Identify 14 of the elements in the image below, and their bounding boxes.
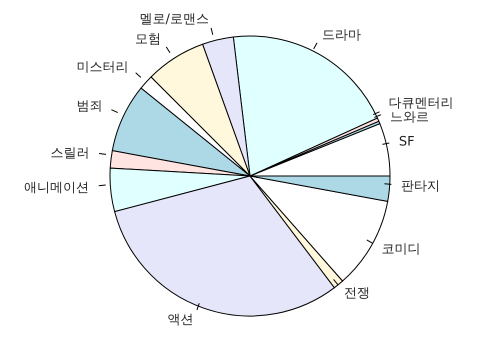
slice-label: 액션 bbox=[168, 312, 194, 328]
slice-label: 다큐멘터리 bbox=[388, 96, 454, 111]
slice-label: 전쟁 bbox=[344, 286, 370, 301]
legend-label: 느와르 bbox=[390, 110, 429, 125]
slice-label: 멜로/로맨스 bbox=[139, 12, 209, 27]
slice-label: SF bbox=[398, 134, 415, 150]
slice-label: 모험 bbox=[134, 32, 161, 48]
slice-label: 스릴러 bbox=[50, 146, 90, 161]
slice-label: 코미디 bbox=[381, 242, 420, 257]
slice-label: 범죄 bbox=[76, 99, 102, 114]
slice-label: 미스터리 bbox=[76, 60, 128, 75]
slice-label: 드라마 bbox=[322, 28, 361, 43]
slice-label: 애니메이션 bbox=[24, 180, 89, 196]
slice-label: 판타지 bbox=[401, 178, 440, 194]
